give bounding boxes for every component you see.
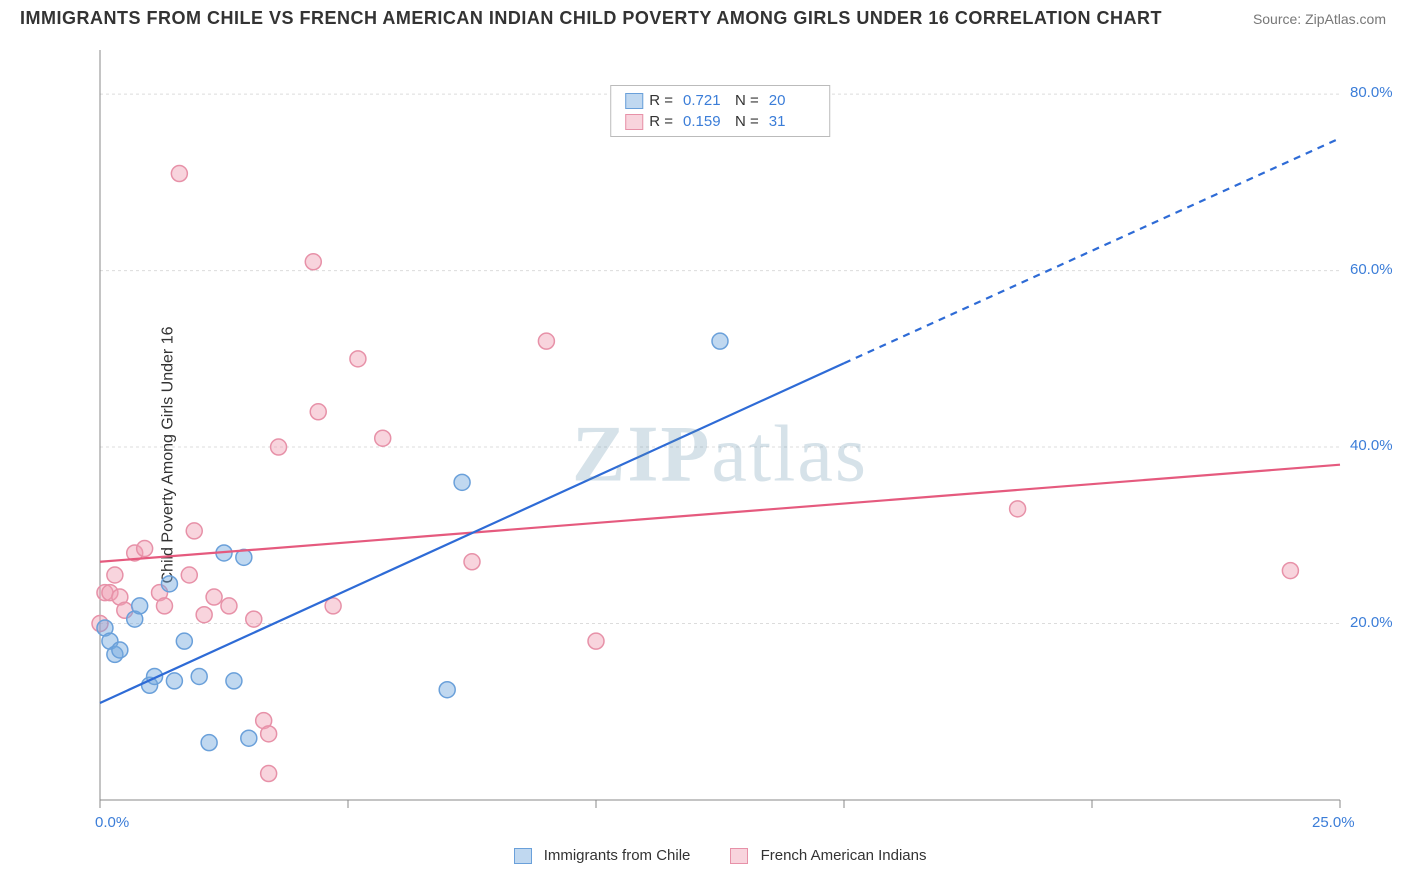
legend-r-value-1: 0.721 — [683, 92, 725, 109]
series-legend: Immigrants from Chile French American In… — [50, 847, 1390, 864]
legend-row-2: R = 0.159 N = 31 — [625, 111, 815, 132]
chart-source: Source: ZipAtlas.com — [1253, 11, 1386, 27]
legend-swatch-blue — [625, 93, 643, 109]
legend-n-label-2: N = — [735, 113, 759, 130]
series-label-2: French American Indians — [761, 847, 927, 864]
y-tick-20: 20.0% — [1350, 614, 1393, 631]
y-tick-40: 40.0% — [1350, 437, 1393, 454]
legend-n-label-1: N = — [735, 92, 759, 109]
chart-header: IMMIGRANTS FROM CHILE VS FRENCH AMERICAN… — [0, 0, 1406, 33]
scatter-plot — [80, 40, 1380, 830]
series-swatch-pink — [730, 848, 748, 864]
series-legend-item-2: French American Indians — [730, 847, 926, 864]
legend-r-value-2: 0.159 — [683, 113, 725, 130]
chart-title: IMMIGRANTS FROM CHILE VS FRENCH AMERICAN… — [20, 8, 1162, 29]
legend-n-value-1: 20 — [769, 92, 811, 109]
y-tick-80: 80.0% — [1350, 84, 1393, 101]
series-swatch-blue — [514, 848, 532, 864]
legend-r-label-1: R = — [649, 92, 673, 109]
series-legend-item-1: Immigrants from Chile — [514, 847, 691, 864]
x-tick-0: 0.0% — [95, 814, 129, 831]
legend-swatch-pink — [625, 114, 643, 130]
x-tick-25: 25.0% — [1312, 814, 1355, 831]
chart-container: Child Poverty Among Girls Under 16 ZIPat… — [50, 40, 1390, 870]
legend-n-value-2: 31 — [769, 113, 811, 130]
legend-r-label-2: R = — [649, 113, 673, 130]
correlation-legend: R = 0.721 N = 20 R = 0.159 N = 31 — [610, 85, 830, 137]
y-tick-60: 60.0% — [1350, 261, 1393, 278]
legend-row-1: R = 0.721 N = 20 — [625, 90, 815, 111]
series-label-1: Immigrants from Chile — [544, 847, 691, 864]
